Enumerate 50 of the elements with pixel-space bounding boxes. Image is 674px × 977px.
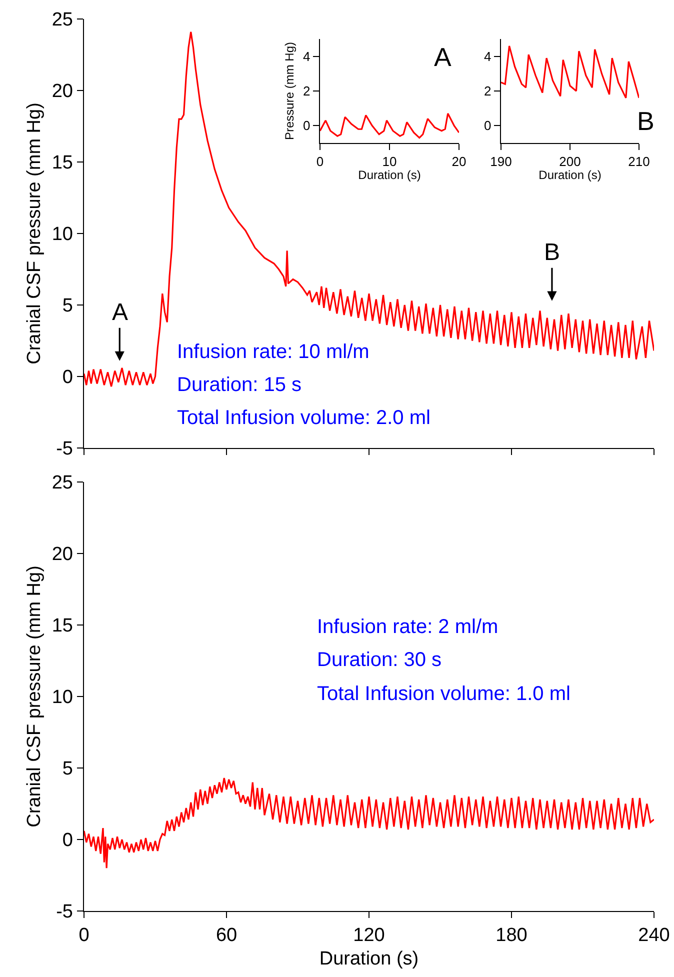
y-tick-label: 4 — [484, 48, 492, 64]
y-tick-label: 2 — [302, 84, 310, 99]
y-tick-label: 25 — [52, 10, 73, 31]
x-tick-label: 200 — [559, 154, 581, 169]
line-series — [84, 777, 654, 869]
y-tick-label: 0 — [62, 830, 73, 852]
x-axis-title: Duration (s) — [538, 168, 602, 182]
y-tick-label: 2 — [484, 84, 492, 99]
y-tick-label: 10 — [52, 224, 73, 246]
x-tick-label: 210 — [628, 154, 650, 169]
y-tick-label: 0 — [62, 367, 73, 388]
y-tick-label: 0 — [484, 118, 492, 134]
annotation: Infusion rate: 2 ml/m — [317, 616, 498, 638]
y-axis-title: Cranial CSF pressure (mm Hg) — [24, 102, 45, 364]
x-tick-label: 180 — [496, 925, 528, 946]
y-tick-label: 0 — [302, 118, 310, 134]
x-axis-title: Duration (s) — [319, 948, 419, 970]
x-tick-label: 240 — [638, 925, 670, 946]
y-tick-label: 10 — [52, 687, 73, 708]
annotation: Infusion rate: 10 ml/m — [177, 341, 370, 363]
line-series — [320, 112, 459, 139]
y-tick-label: 20 — [52, 81, 73, 102]
annotation: Total Infusion volume: 2.0 ml — [177, 407, 430, 429]
y-tick-label: 25 — [52, 472, 73, 494]
annotation: A — [112, 299, 128, 326]
annotation: A — [434, 42, 452, 72]
x-tick-label: 0 — [78, 925, 90, 946]
line-series — [501, 45, 639, 99]
x-tick-label: 190 — [490, 154, 512, 169]
y-tick-label: 15 — [52, 152, 73, 174]
y-axis-title: Cranial CSF pressure (mm Hg) — [24, 566, 45, 828]
annotation: Duration: 30 s — [317, 649, 442, 671]
y-tick-label: 5 — [62, 296, 73, 317]
y-axis-title: Pressure (mm Hg) — [282, 42, 296, 140]
y-tick-label: 15 — [52, 616, 73, 637]
x-tick-label: 0 — [316, 154, 324, 169]
x-tick-label: 60 — [216, 925, 238, 946]
x-tick-label: 120 — [353, 925, 385, 946]
y-tick-label: 20 — [52, 544, 73, 566]
y-tick-label: 4 — [302, 48, 310, 64]
y-tick-label: 5 — [62, 758, 73, 780]
annotation: B — [544, 239, 560, 266]
annotation: Total Infusion volume: 1.0 ml — [317, 683, 570, 705]
x-tick-label: 10 — [382, 154, 397, 169]
x-axis-title: Duration (s) — [358, 168, 421, 182]
y-tick-label: -5 — [56, 902, 73, 923]
y-tick-label: -5 — [56, 438, 73, 460]
x-tick-label: 20 — [452, 154, 466, 169]
annotation: Duration: 15 s — [177, 374, 302, 396]
annotation: B — [637, 106, 654, 136]
